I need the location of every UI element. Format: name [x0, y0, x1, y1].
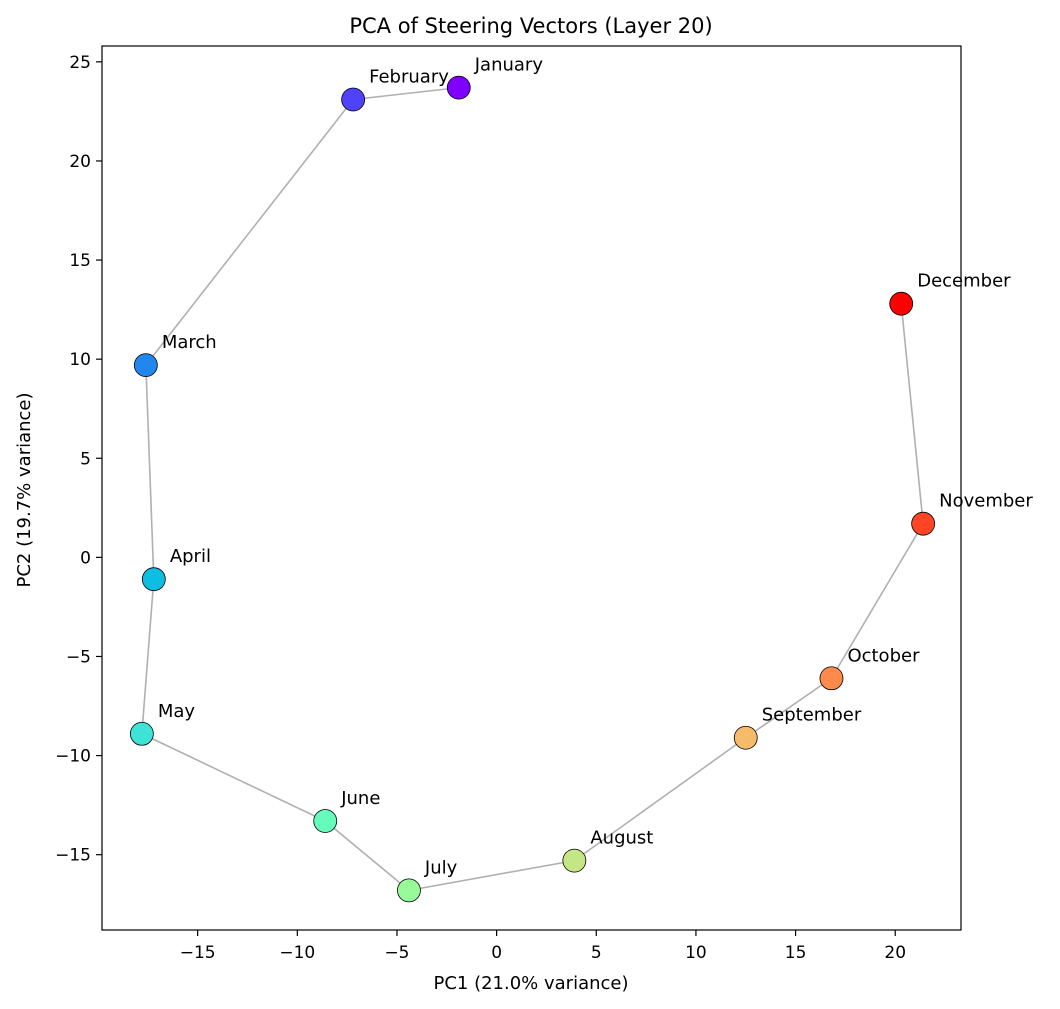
- data-point-august: [562, 848, 587, 873]
- point-label-november: November: [939, 491, 1033, 512]
- chart-title: PCA of Steering Vectors (Layer 20): [349, 14, 712, 38]
- connector-line: [145, 99, 354, 366]
- y-tick-label: 10: [69, 350, 91, 370]
- connecting-lines: [141, 86, 924, 892]
- connector-line: [900, 303, 924, 524]
- data-point-may: [129, 721, 154, 746]
- y-tick-label: 20: [69, 152, 91, 172]
- y-tick-label: 15: [69, 251, 91, 271]
- connector-line: [745, 677, 832, 739]
- data-point-october: [819, 666, 844, 691]
- axes: −15 −10 −5 0 5 10 15 20 −15 −10 −5 0 5 10 15 20 25: [55, 45, 962, 963]
- data-point-june: [313, 809, 338, 833]
- data-point-january: [446, 75, 471, 100]
- data-point-december: [889, 291, 914, 316]
- data-point-april: [141, 567, 166, 592]
- point-label-april: April: [170, 546, 211, 567]
- y-tick-label: −15: [55, 846, 91, 866]
- y-tick-label: 5: [80, 449, 91, 469]
- connector-line: [573, 737, 747, 862]
- point-label-september: September: [762, 705, 862, 726]
- point-label-february: February: [369, 67, 449, 88]
- connector-line: [324, 820, 410, 891]
- x-tick-label: 5: [591, 943, 602, 963]
- connector-line: [141, 733, 326, 822]
- y-axis-label: PC2 (19.7% variance): [14, 392, 35, 587]
- point-label-july: July: [424, 857, 458, 878]
- data-point-february: [341, 87, 366, 112]
- connector-line: [408, 859, 575, 892]
- connector-line: [353, 86, 459, 101]
- y-tick-label: 25: [69, 53, 91, 73]
- point-label-may: May: [158, 701, 196, 722]
- x-tick-label: −10: [279, 943, 315, 963]
- y-tick-label: −10: [55, 747, 91, 767]
- point-label-december: December: [917, 271, 1011, 292]
- point-label-january: January: [474, 55, 544, 76]
- data-point-march: [133, 353, 158, 378]
- point-label-august: August: [590, 828, 653, 849]
- x-axis-label: PC1 (21.0% variance): [433, 973, 628, 994]
- connector-line: [141, 579, 155, 734]
- y-tick-label: −5: [66, 647, 91, 667]
- data-point-november: [911, 511, 936, 536]
- x-tick-label: −5: [384, 943, 409, 963]
- x-tick-label: 15: [785, 943, 807, 963]
- point-labels: January February March April May June July Augu…: [158, 55, 1034, 879]
- point-label-march: March: [162, 332, 217, 353]
- y-tick-label: 0: [80, 548, 91, 568]
- point-label-june: June: [340, 788, 380, 809]
- connector-line: [145, 365, 155, 580]
- connector-line: [830, 523, 924, 679]
- plot-frame: [101, 45, 962, 931]
- data-points: [129, 75, 936, 903]
- x-tick-label: −15: [180, 943, 216, 963]
- data-point-september: [733, 725, 758, 750]
- x-tick-label: 10: [685, 943, 707, 963]
- data-point-july: [397, 878, 421, 903]
- x-tick-label: 20: [884, 943, 906, 963]
- point-label-october: October: [847, 645, 920, 666]
- x-tick-label: 0: [491, 943, 502, 963]
